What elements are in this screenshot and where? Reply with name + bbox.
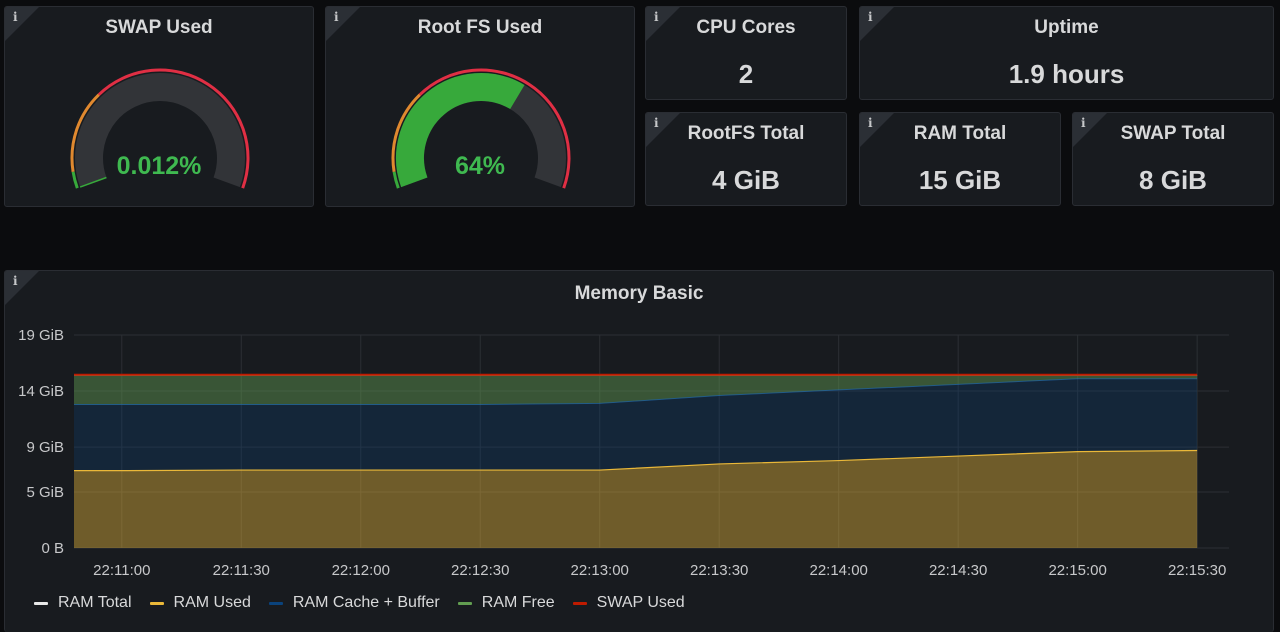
rootfs-used-value: 64% xyxy=(454,152,506,180)
info-icon[interactable]: i xyxy=(868,10,873,24)
rootfs-used-panel: i Root FS Used 64% xyxy=(325,6,635,207)
info-corner[interactable] xyxy=(646,7,680,41)
info-icon[interactable]: i xyxy=(334,10,339,24)
panel-title: Uptime xyxy=(1034,17,1099,38)
legend-label: SWAP Used xyxy=(596,594,685,611)
info-corner[interactable] xyxy=(5,271,39,305)
panel-title: Root FS Used xyxy=(417,17,543,38)
gauge-threshold-1 xyxy=(70,93,100,173)
legend-item[interactable]: RAM Total xyxy=(34,594,132,612)
info-corner[interactable] xyxy=(1073,113,1107,147)
legend-label: RAM Free xyxy=(481,594,555,611)
cpu-cores-value: 2 xyxy=(738,59,754,89)
panel-title: RAM Total xyxy=(913,123,1007,144)
rootfs-total-panel: i RootFS Total 4 GiB xyxy=(645,112,847,206)
gauge-value-marker xyxy=(79,176,107,188)
legend-swatch xyxy=(268,601,283,605)
ram-total-panel: i RAM Total 15 GiB xyxy=(859,112,1061,206)
info-corner[interactable] xyxy=(326,7,360,41)
rootfs-total-value: 4 GiB xyxy=(712,165,780,195)
legend-swatch xyxy=(34,601,48,605)
gauge-threshold-0 xyxy=(71,171,79,189)
swap-gauge xyxy=(70,68,250,189)
uptime-value: 1.9 hours xyxy=(1008,59,1125,89)
gauge-threshold-2 xyxy=(97,68,250,189)
legend-label: RAM Cache + Buffer xyxy=(292,594,440,611)
chart-legend: RAM Total RAM Used RAM Cache + Buffer RAM F… xyxy=(34,594,703,612)
rootfs-gauge xyxy=(391,68,571,189)
legend-label: RAM Total xyxy=(58,594,132,611)
legend-item[interactable]: RAM Free xyxy=(457,594,555,612)
legend-item[interactable]: RAM Cache + Buffer xyxy=(268,594,440,612)
panel-title: CPU Cores xyxy=(696,17,796,38)
info-icon[interactable]: i xyxy=(13,274,18,288)
panel-title: SWAP Used xyxy=(105,17,213,38)
info-corner[interactable] xyxy=(5,7,39,41)
gauge-threshold-2 xyxy=(418,68,571,189)
legend-label: RAM Used xyxy=(173,594,251,611)
uptime-panel: i Uptime 1.9 hours xyxy=(859,6,1274,100)
gauge-track xyxy=(75,73,245,188)
legend-swatch xyxy=(149,601,164,605)
legend-item[interactable]: RAM Used xyxy=(149,594,251,612)
legend-item[interactable]: SWAP Used xyxy=(572,594,685,612)
panel-title: SWAP Total xyxy=(1120,123,1226,144)
swap-used-value: 0.012% xyxy=(116,152,202,180)
info-icon[interactable]: i xyxy=(1081,116,1086,130)
info-icon[interactable]: i xyxy=(654,10,659,24)
info-icon[interactable]: i xyxy=(13,10,18,24)
gauge-value-arc xyxy=(396,73,525,188)
info-corner[interactable] xyxy=(860,7,894,41)
info-icon[interactable]: i xyxy=(654,116,659,130)
gauge-threshold-0 xyxy=(392,171,400,189)
swap-total-value: 8 GiB xyxy=(1139,165,1207,195)
swap-used-panel: i SWAP Used 0.012% xyxy=(4,6,314,207)
panel-title: Memory Basic xyxy=(574,283,704,304)
info-icon[interactable]: i xyxy=(868,116,873,130)
cpu-cores-panel: i CPU Cores 2 xyxy=(645,6,847,100)
ram-total-value: 15 GiB xyxy=(918,165,1002,195)
legend-swatch xyxy=(572,601,587,605)
info-corner[interactable] xyxy=(646,113,680,147)
memory-basic-panel: i Memory Basic xyxy=(4,270,1274,632)
info-corner[interactable] xyxy=(860,113,894,147)
panel-title: RootFS Total xyxy=(687,123,805,144)
swap-total-panel: i SWAP Total 8 GiB xyxy=(1072,112,1274,206)
legend-swatch xyxy=(457,601,472,605)
gauge-threshold-1 xyxy=(391,93,421,173)
